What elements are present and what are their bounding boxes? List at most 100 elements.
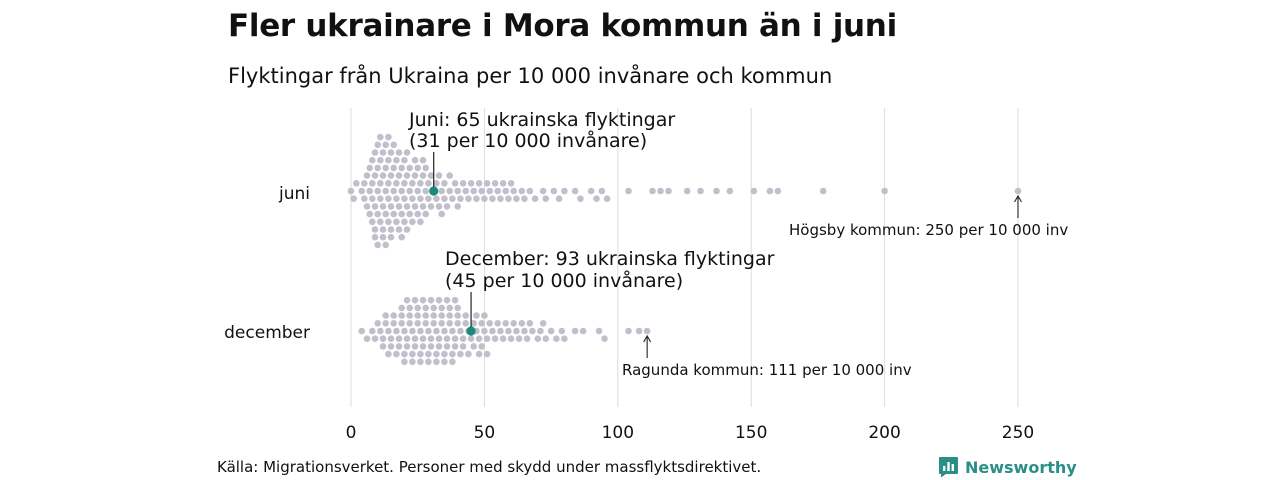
data-point-december-33 — [409, 350, 416, 358]
data-point-december-125 — [537, 327, 544, 335]
data-point-juni-128 — [491, 180, 499, 187]
data-point-juni-11 — [369, 195, 376, 202]
data-point-juni-116 — [459, 180, 467, 187]
data-point-juni-58 — [395, 203, 403, 210]
data-point-december-103 — [481, 327, 488, 335]
data-point-juni-126 — [486, 187, 494, 195]
max-arrow-head-december — [643, 334, 652, 343]
data-point-december-2 — [369, 327, 376, 335]
data-point-juni-37 — [382, 164, 390, 172]
data-point-juni-52 — [390, 164, 398, 172]
data-point-juni-147 — [577, 195, 584, 202]
data-point-juni-75 — [406, 210, 414, 218]
data-point-juni-124 — [481, 195, 488, 202]
data-point-december-131 — [561, 335, 568, 343]
data-point-december-4 — [374, 320, 382, 327]
data-point-december-16 — [393, 327, 400, 335]
data-point-juni-35 — [382, 187, 390, 195]
data-point-december-34 — [409, 358, 416, 366]
data-point-juni-73 — [403, 149, 411, 156]
data-point-juni-112 — [451, 180, 459, 187]
data-point-december-124 — [534, 335, 542, 343]
data-point-december-126 — [539, 320, 547, 327]
data-point-juni-51 — [390, 210, 398, 218]
data-point-juni-93 — [422, 210, 430, 218]
data-point-juni-160 — [750, 187, 758, 195]
data-point-juni-88 — [417, 218, 424, 226]
data-point-juni-139 — [526, 187, 534, 195]
data-point-juni-49 — [387, 233, 395, 241]
data-point-december-98 — [473, 312, 480, 319]
data-point-december-17 — [393, 350, 400, 358]
data-point-december-60 — [433, 350, 440, 358]
data-point-december-40 — [414, 304, 422, 312]
data-point-juni-53 — [390, 141, 398, 149]
data-point-december-53 — [427, 335, 435, 343]
data-point-juni-68 — [401, 218, 408, 226]
data-point-juni-91 — [419, 156, 427, 164]
data-point-juni-97 — [427, 203, 435, 210]
data-point-december-109 — [491, 335, 499, 343]
data-point-december-129 — [553, 335, 560, 343]
data-point-juni-146 — [571, 187, 579, 195]
data-point-juni-157 — [697, 187, 704, 195]
data-point-december-82 — [451, 296, 459, 304]
data-point-december-5 — [377, 327, 384, 335]
data-point-juni-149 — [593, 195, 600, 202]
x-tick-label-200: 200 — [868, 423, 900, 443]
data-point-juni-33 — [379, 149, 387, 156]
data-point-juni-145 — [561, 187, 568, 195]
data-points — [347, 133, 1022, 366]
brand-logo: Newsworthy — [938, 456, 1077, 478]
grid-lines — [350, 108, 1019, 407]
data-point-december-64 — [435, 296, 443, 304]
data-point-december-135 — [601, 335, 608, 343]
data-point-december-127 — [542, 335, 550, 343]
data-point-december-122 — [526, 320, 534, 327]
data-point-juni-161 — [766, 187, 774, 195]
data-point-juni-1 — [350, 195, 358, 202]
data-point-december-114 — [505, 327, 512, 335]
data-point-december-0 — [358, 327, 366, 335]
data-point-juni-65 — [398, 233, 406, 241]
data-point-december-85 — [454, 304, 462, 312]
data-point-juni-140 — [531, 195, 539, 202]
data-point-juni-55 — [393, 180, 400, 187]
data-point-december-57 — [430, 312, 438, 319]
data-point-december-112 — [499, 335, 507, 343]
data-point-juni-43 — [385, 156, 392, 164]
data-point-december-76 — [446, 304, 454, 312]
chart-subtitle: Flyktingar från Ukraina per 10 000 invån… — [228, 64, 833, 88]
data-point-juni-153 — [649, 187, 656, 195]
x-tick-label-50: 50 — [474, 423, 496, 443]
data-point-juni-76 — [406, 164, 414, 172]
data-point-juni-158 — [713, 187, 720, 195]
data-point-december-91 — [462, 312, 470, 319]
data-point-december-29 — [406, 320, 414, 327]
data-point-december-106 — [483, 350, 491, 358]
data-point-december-69 — [441, 350, 448, 358]
data-point-juni-19 — [371, 233, 379, 241]
june-row-label: juni — [278, 184, 310, 204]
data-point-december-80 — [451, 335, 459, 343]
data-point-juni-107 — [441, 180, 448, 187]
data-point-juni-12 — [369, 180, 376, 187]
data-point-december-48 — [422, 312, 430, 319]
data-point-juni-79 — [409, 218, 416, 226]
data-point-juni-8 — [366, 187, 374, 195]
data-point-december-23 — [401, 327, 408, 335]
data-point-juni-70 — [403, 203, 411, 210]
data-point-december-15 — [390, 312, 398, 319]
data-point-juni-101 — [433, 180, 440, 187]
data-point-juni-90 — [419, 172, 427, 179]
data-point-juni-22 — [374, 164, 382, 172]
data-point-december-108 — [489, 327, 496, 335]
data-point-juni-23 — [374, 141, 382, 149]
data-point-juni-54 — [393, 195, 400, 202]
december-highlight-label-line1: December: 93 ukrainska flyktingar — [445, 248, 775, 270]
data-point-juni-36 — [382, 210, 390, 218]
data-point-juni-30 — [379, 203, 387, 210]
data-point-juni-4 — [361, 195, 368, 202]
data-point-juni-151 — [603, 195, 611, 202]
data-point-december-96 — [470, 343, 478, 350]
